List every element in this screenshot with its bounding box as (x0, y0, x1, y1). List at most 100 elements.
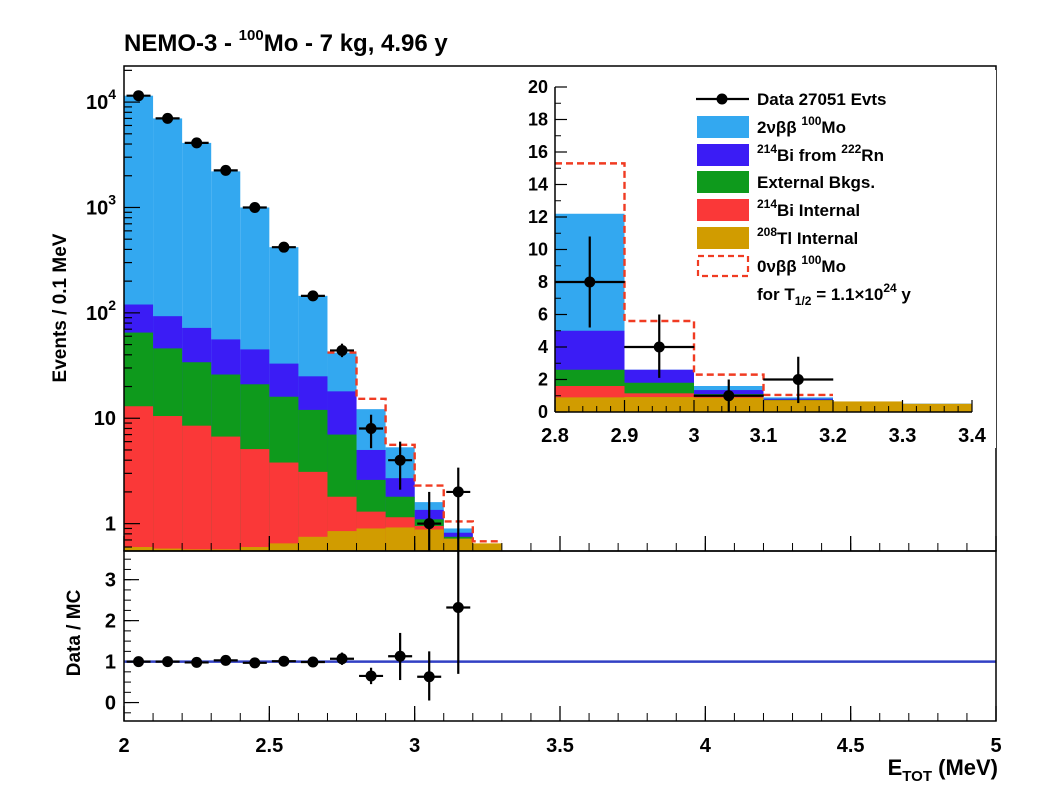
main-bar-tl_int-4 (240, 547, 270, 551)
ratio-xtick-label-6: 5 (990, 735, 1001, 757)
ratio-ytick-label-2: 2 (105, 611, 116, 633)
legend-swatch-two_nu (697, 116, 749, 138)
inset-ytick-label-1: 2 (538, 370, 548, 390)
inset-xtick-label-4: 3.2 (819, 425, 847, 447)
main-y-axis-label: Events / 0.1 MeV (50, 233, 71, 382)
main-point-10 (423, 518, 435, 530)
main-point-3 (220, 164, 232, 176)
legend-label-zero_nu_note: for T1/2 = 1.1×1024 y (757, 281, 911, 308)
legend-swatch-tl_int (697, 227, 749, 249)
legend-swatch-bi_rn (697, 144, 749, 166)
inset-data-points (554, 236, 834, 412)
ratio-xtick-label-2: 3 (409, 735, 420, 757)
legend-label-data: Data 27051 Evts (757, 90, 886, 109)
main-bar-tl_int-2 (182, 549, 212, 551)
main-bar-tl_int-3 (211, 549, 241, 551)
inset-ytick-label-3: 6 (538, 305, 548, 325)
ratio-point-6 (307, 656, 319, 668)
ratio-point-1 (162, 656, 174, 668)
ratio-point-3 (220, 654, 232, 666)
legend-swatch-zero-nu (696, 254, 750, 278)
main-data-points (126, 90, 471, 551)
main-bar-tl_int-6 (298, 536, 328, 551)
inset-ytick-label-6: 12 (528, 207, 548, 227)
legend-label-bi_int: 214Bi Internal (757, 197, 860, 220)
inset-point-2 (723, 390, 735, 402)
ratio-point-2 (191, 656, 203, 668)
inset-bar-tl_int-0 (555, 397, 625, 412)
main-ytick-label-4: 104 (86, 86, 116, 114)
main-bar-tl_int-0 (124, 547, 154, 551)
main-point-5 (278, 241, 290, 253)
main-ytick-label-1: 10 (94, 408, 116, 430)
inset-point-1 (653, 341, 665, 353)
main-point-2 (191, 137, 203, 149)
ratio-y-axis-label: Data / MC (64, 589, 85, 676)
ratio-point-10 (423, 671, 435, 683)
legend-data-marker (716, 93, 728, 105)
main-point-9 (394, 454, 406, 466)
main-point-0 (133, 90, 145, 102)
ratio-point-4 (249, 657, 261, 669)
inset-bar-tl_int-3 (763, 400, 833, 412)
main-bar-tl_int-1 (153, 548, 183, 551)
ratio-ytick-label-1: 1 (105, 652, 116, 674)
main-point-1 (162, 112, 174, 124)
legend-label-zero_nu: 0νββ 100Mo (757, 253, 846, 276)
main-point-8 (365, 422, 377, 434)
inset-xtick-label-3: 3.1 (750, 425, 778, 447)
main-bar-bi_int-0 (124, 406, 154, 551)
legend-label-external: External Bkgs. (757, 173, 875, 192)
legend: Data 27051 Evts 2νββ 100Mo 214Bi from 222R… (696, 90, 911, 308)
legend-swatch-bi_int (697, 199, 749, 221)
main-bar-tl_int-5 (269, 543, 299, 551)
x-axis-label: ETOT (MeV) (888, 755, 998, 785)
main-ytick-label-2: 102 (86, 297, 116, 325)
ratio-data-points (126, 551, 471, 701)
legend-label-tl_int: 208Tl Internal (757, 225, 858, 248)
inset-ytick-label-10: 20 (528, 77, 548, 97)
main-point-6 (307, 290, 319, 302)
inset-bar-tl_int-1 (624, 397, 694, 412)
main-bar-bi_int-3 (211, 436, 241, 551)
inset-ytick-label-7: 14 (528, 175, 548, 195)
main-y-tick-labels: 1 10 102 103 104 (86, 86, 116, 536)
main-ticks (123, 69, 997, 551)
ratio-point-5 (278, 655, 290, 667)
ratio-xtick-label-4: 4 (700, 735, 712, 757)
legend-swatch-external (697, 171, 749, 193)
main-ytick-label-0: 1 (105, 514, 116, 536)
inset-ytick-label-5: 10 (528, 240, 548, 260)
main-point-7 (336, 344, 348, 356)
ratio-xtick-label-1: 2.5 (255, 735, 283, 757)
inset-bar-tl_int-5 (902, 403, 972, 412)
legend-label-two_nu: 2νββ 100Mo (757, 114, 846, 137)
inset-point-0 (584, 276, 596, 288)
ratio-ytick-label-3: 3 (105, 570, 116, 592)
inset-xtick-label-6: 3.4 (958, 425, 987, 447)
ratio-xtick-label-0: 2 (118, 735, 129, 757)
inset-ytick-label-8: 16 (528, 142, 548, 162)
ratio-point-9 (394, 650, 406, 662)
inset-tick-labels: 0 2 4 6 8 10 12 14 16 18 20 2.8 2.9 3 3.1 3.2 3.3 3.4 (528, 77, 987, 447)
inset-xtick-label-2: 3 (688, 425, 699, 447)
main-bar-tl_int-7 (327, 531, 357, 551)
main-ytick-label-3: 103 (86, 191, 116, 219)
ratio-point-7 (336, 653, 348, 665)
chart-title: NEMO-3 - 100Mo - 7 kg, 4.96 y (124, 27, 448, 57)
ratio-frame (123, 550, 997, 722)
inset-ytick-label-9: 18 (528, 110, 548, 130)
inset-xtick-label-5: 3.3 (889, 425, 917, 447)
legend-label-bi_rn: 214Bi from 222Rn (757, 142, 884, 165)
main-stack-bars (124, 95, 502, 552)
ratio-point-11 (452, 602, 464, 614)
ratio-ytick-label-0: 0 (105, 693, 116, 715)
inset-bar-tl_int-4 (833, 401, 903, 412)
main-signal-line (327, 351, 502, 543)
main-point-11 (452, 486, 464, 498)
ratio-point-0 (133, 656, 145, 668)
main-bar-tl_int-8 (356, 528, 386, 551)
main-bar-tl_int-9 (385, 527, 415, 551)
inset-point-3 (792, 374, 804, 385)
